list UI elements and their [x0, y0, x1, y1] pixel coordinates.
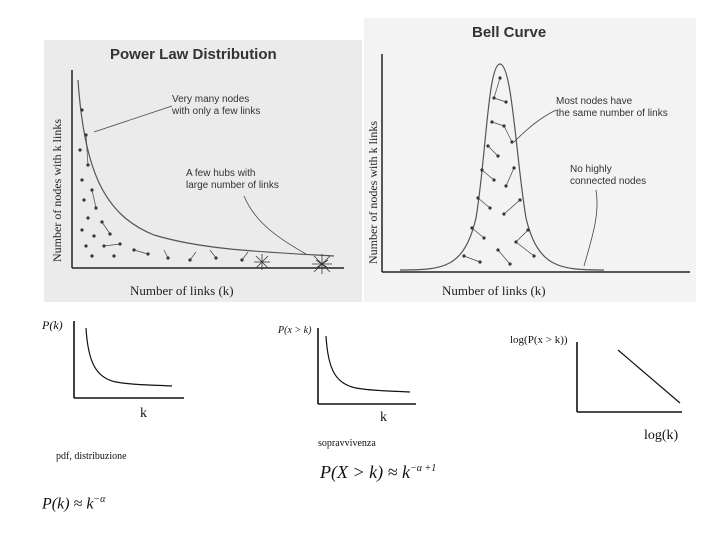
- bell-curve-title: Bell Curve: [472, 24, 547, 41]
- bell-curve-node-links: [463, 77, 535, 265]
- bell-curve-pointer-same: [513, 109, 557, 143]
- power-law-node-links: [85, 134, 249, 261]
- formula-survival-base: P(X > k) ≈ k: [320, 462, 410, 482]
- survival-plot-y-label: P(x > k): [278, 325, 312, 336]
- survival-plot-x-label: k: [380, 410, 387, 425]
- power-law-note-many-nodes: Very many nodes with only a few links: [172, 94, 261, 117]
- power-law-figure: Power Law Distribution Number of nodes w…: [44, 40, 362, 302]
- power-law-pointer-hubs: [243, 195, 307, 255]
- loglog-plot-y-label: log(P(x > k)): [510, 334, 568, 346]
- formula-pdf-exponent: −α: [93, 494, 106, 505]
- loglog-plot-line: [617, 349, 681, 404]
- power-law-note-hubs: A few hubs with large number of links: [186, 168, 279, 191]
- pdf-caption: pdf, distribuzione: [56, 451, 127, 462]
- survival-plot-curve: [325, 335, 411, 393]
- power-law-title: Power Law Distribution: [110, 46, 277, 63]
- formula-survival-exponent: −α +1: [409, 463, 437, 474]
- pdf-plot-y-label: P(k): [42, 318, 63, 332]
- pdf-plot-curve: [85, 327, 173, 387]
- bell-curve-pointer-none: [583, 189, 598, 267]
- power-law-curve: [77, 79, 335, 257]
- formula-pdf-base: P(k) ≈ k: [42, 495, 94, 513]
- bell-curve-note-same: Most nodes have the same number of links: [556, 96, 668, 119]
- loglog-plot-x-label: log(k): [644, 428, 679, 443]
- power-law-hub-stars: [254, 254, 332, 274]
- formula-survival: P(X > k) ≈ k−α +1: [320, 462, 436, 483]
- pdf-plot-x-label: k: [140, 406, 147, 421]
- formula-pdf: P(k) ≈ k−α: [42, 494, 105, 513]
- bell-curve-figure: Bell Curve Number of nodes with k links …: [364, 18, 696, 302]
- power-law-drawing: [71, 70, 344, 274]
- survival-caption: sopravvivenza: [318, 438, 376, 449]
- bell-curve-x-axis-label: Number of links (k): [442, 283, 546, 298]
- power-law-x-axis-label: Number of links (k): [130, 283, 234, 298]
- bell-curve-drawing: [381, 54, 690, 273]
- bell-curve-line: [399, 63, 605, 271]
- bell-curve-note-none: No highly connected nodes: [570, 164, 647, 187]
- power-law-pointer-many: [93, 105, 173, 133]
